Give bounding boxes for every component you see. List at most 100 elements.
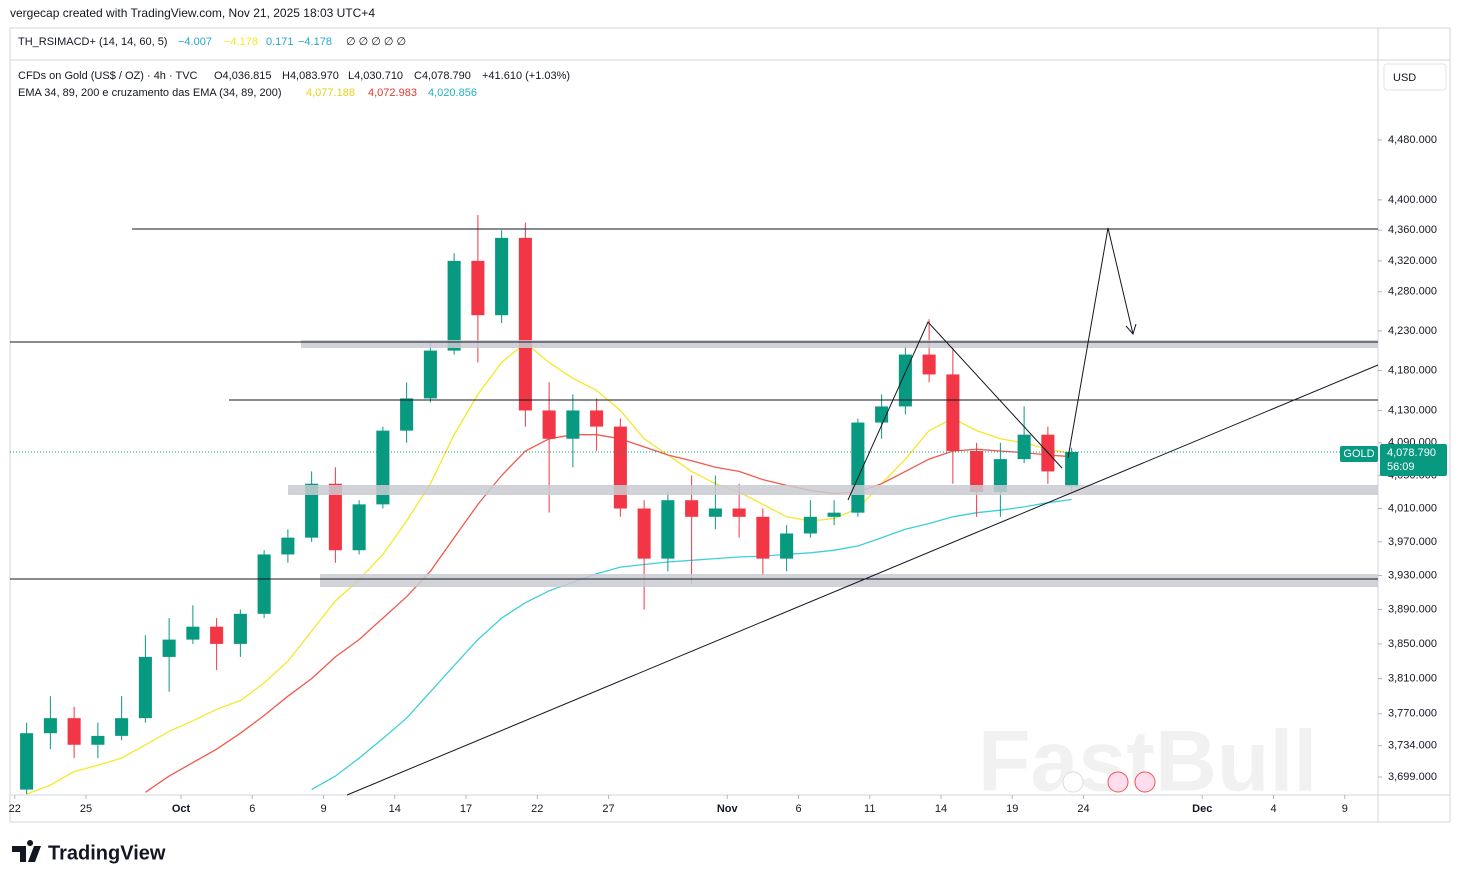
candle-body xyxy=(43,718,57,734)
symbol-tag-text: GOLD xyxy=(1343,448,1374,460)
attribution: vergecap created with TradingView.com, N… xyxy=(10,6,375,20)
ohlc-close: C4,078.790 xyxy=(414,70,471,82)
y-tick-label: 4,010.000 xyxy=(1388,502,1437,514)
candle-body xyxy=(637,508,651,559)
ema-value: 4,077.188 xyxy=(306,87,355,99)
candle-body xyxy=(946,374,960,451)
price-change: +41.610 (+1.03%) xyxy=(482,70,570,82)
candle-body xyxy=(91,735,105,745)
brand-logo xyxy=(12,840,41,862)
candle-body xyxy=(471,260,485,316)
drawings xyxy=(10,227,1379,796)
candle-body xyxy=(1065,451,1079,487)
x-tick-label: 22 xyxy=(9,803,21,815)
y-tick-label: 3,810.000 xyxy=(1388,673,1437,685)
indicator-value: −4.007 xyxy=(178,36,212,48)
candle-body xyxy=(20,733,34,790)
candle-body xyxy=(518,237,532,411)
price-tag xyxy=(1380,444,1447,476)
x-tick-label: 25 xyxy=(80,803,92,815)
y-tick-label: 3,699.000 xyxy=(1388,771,1437,783)
currency-label[interactable]: USD xyxy=(1393,72,1416,84)
candle-body xyxy=(138,656,152,719)
y-tick-label: 3,890.000 xyxy=(1388,603,1437,615)
x-tick-label: 17 xyxy=(460,803,472,815)
candle-body xyxy=(613,426,627,509)
candle-body xyxy=(447,260,461,351)
candle-body xyxy=(423,350,437,399)
candle-body xyxy=(328,483,342,551)
x-tick-label: 6 xyxy=(249,803,255,815)
arrow-head xyxy=(1125,323,1137,336)
candle-body xyxy=(685,500,699,517)
y-tick-label: 3,850.000 xyxy=(1388,638,1437,650)
indicator-value: 0.171 xyxy=(266,36,294,48)
y-tick-label: 3,770.000 xyxy=(1388,708,1437,720)
symbol-tag xyxy=(1340,446,1378,462)
y-tick-label: 4,180.000 xyxy=(1388,364,1437,376)
projection xyxy=(1067,227,1134,459)
y-tick-label: 4,280.000 xyxy=(1388,286,1437,298)
candle-body xyxy=(827,512,841,517)
x-tick-label: 11 xyxy=(864,803,875,815)
plot-area xyxy=(10,215,1378,795)
icon[interactable] xyxy=(1134,771,1156,793)
candle-body xyxy=(542,410,556,439)
candle-body xyxy=(922,354,936,375)
y-tick-label: 3,930.000 xyxy=(1388,569,1437,581)
candle-body xyxy=(186,626,200,640)
candle-body xyxy=(115,718,129,736)
y-tick-label: 4,130.000 xyxy=(1388,404,1437,416)
candle-body xyxy=(566,410,580,439)
candle-body xyxy=(993,459,1007,492)
candle-body xyxy=(732,508,746,517)
y-tick-label: 4,400.000 xyxy=(1388,194,1437,206)
indicator-value: −4.178 xyxy=(298,36,332,48)
trend-line xyxy=(346,364,1379,796)
x-tick-label: 14 xyxy=(389,803,401,815)
candle-body xyxy=(210,626,224,644)
candle-body xyxy=(352,504,366,551)
price-tag-value: 4,078.790 xyxy=(1387,447,1436,459)
symbol-name: CFDs on Gold (US$ / OZ) · 4h · TVC xyxy=(18,70,198,82)
zone xyxy=(301,340,1378,348)
candle-body xyxy=(281,537,295,555)
ema-name: EMA 34, 89, 200 e cruzamento das EMA (34… xyxy=(18,87,282,99)
candle-body xyxy=(898,354,912,407)
y-tick-label: 3,970.000 xyxy=(1388,536,1437,548)
x-tick-label: 9 xyxy=(1342,803,1348,815)
indicator-empty: ∅ ∅ ∅ ∅ ∅ xyxy=(346,36,406,48)
x-tick-label: 22 xyxy=(531,803,543,815)
ohlc-low: L4,030.710 xyxy=(348,70,403,82)
candle-body xyxy=(233,613,247,644)
watermark: FastBull xyxy=(978,714,1317,810)
candle-body xyxy=(661,500,675,559)
currency-button[interactable] xyxy=(1383,63,1447,91)
candle-body xyxy=(67,718,81,745)
x-tick-label: Dec xyxy=(1192,803,1212,815)
x-tick-label: Oct xyxy=(172,803,191,815)
x-tick-label: Nov xyxy=(717,803,739,815)
candle-body xyxy=(590,410,604,427)
icon[interactable] xyxy=(1062,771,1084,793)
zone xyxy=(320,574,1378,587)
icon[interactable] xyxy=(1107,771,1129,793)
ema-value: 4,020.856 xyxy=(428,87,477,99)
ema-line xyxy=(145,434,1072,793)
ohlc-high: H4,083.970 xyxy=(282,70,339,82)
y-tick-label: 4,320.000 xyxy=(1388,255,1437,267)
ema-value: 4,072.983 xyxy=(368,87,417,99)
candle-body xyxy=(708,508,722,517)
y-tick-label: 4,480.000 xyxy=(1388,134,1437,146)
x-tick-label: 9 xyxy=(320,803,326,815)
y-tick-label: 3,734.000 xyxy=(1388,740,1437,752)
frame xyxy=(9,27,1451,823)
x-tick-label: 4 xyxy=(1270,803,1276,815)
x-tick-label: 27 xyxy=(602,803,614,815)
candle-body xyxy=(756,516,770,559)
x-tick-label: 24 xyxy=(1077,803,1089,815)
price-tag-countdown: 56:09 xyxy=(1387,461,1415,473)
candle-body xyxy=(162,639,176,657)
